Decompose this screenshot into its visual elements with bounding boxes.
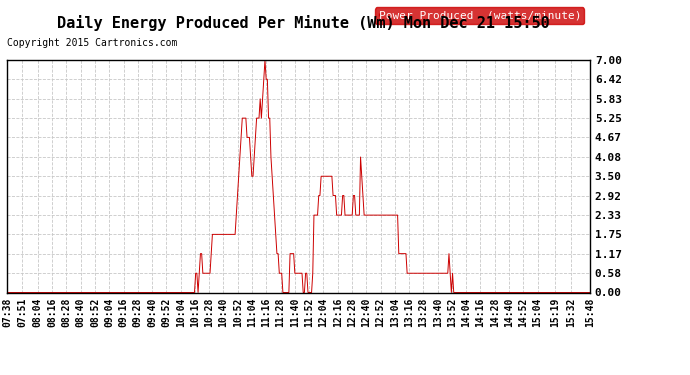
Text: Copyright 2015 Cartronics.com: Copyright 2015 Cartronics.com [7, 38, 177, 48]
Legend: Power Produced  (watts/minute): Power Produced (watts/minute) [375, 8, 584, 24]
Text: Daily Energy Produced Per Minute (Wm) Mon Dec 21 15:50: Daily Energy Produced Per Minute (Wm) Mo… [57, 15, 550, 31]
